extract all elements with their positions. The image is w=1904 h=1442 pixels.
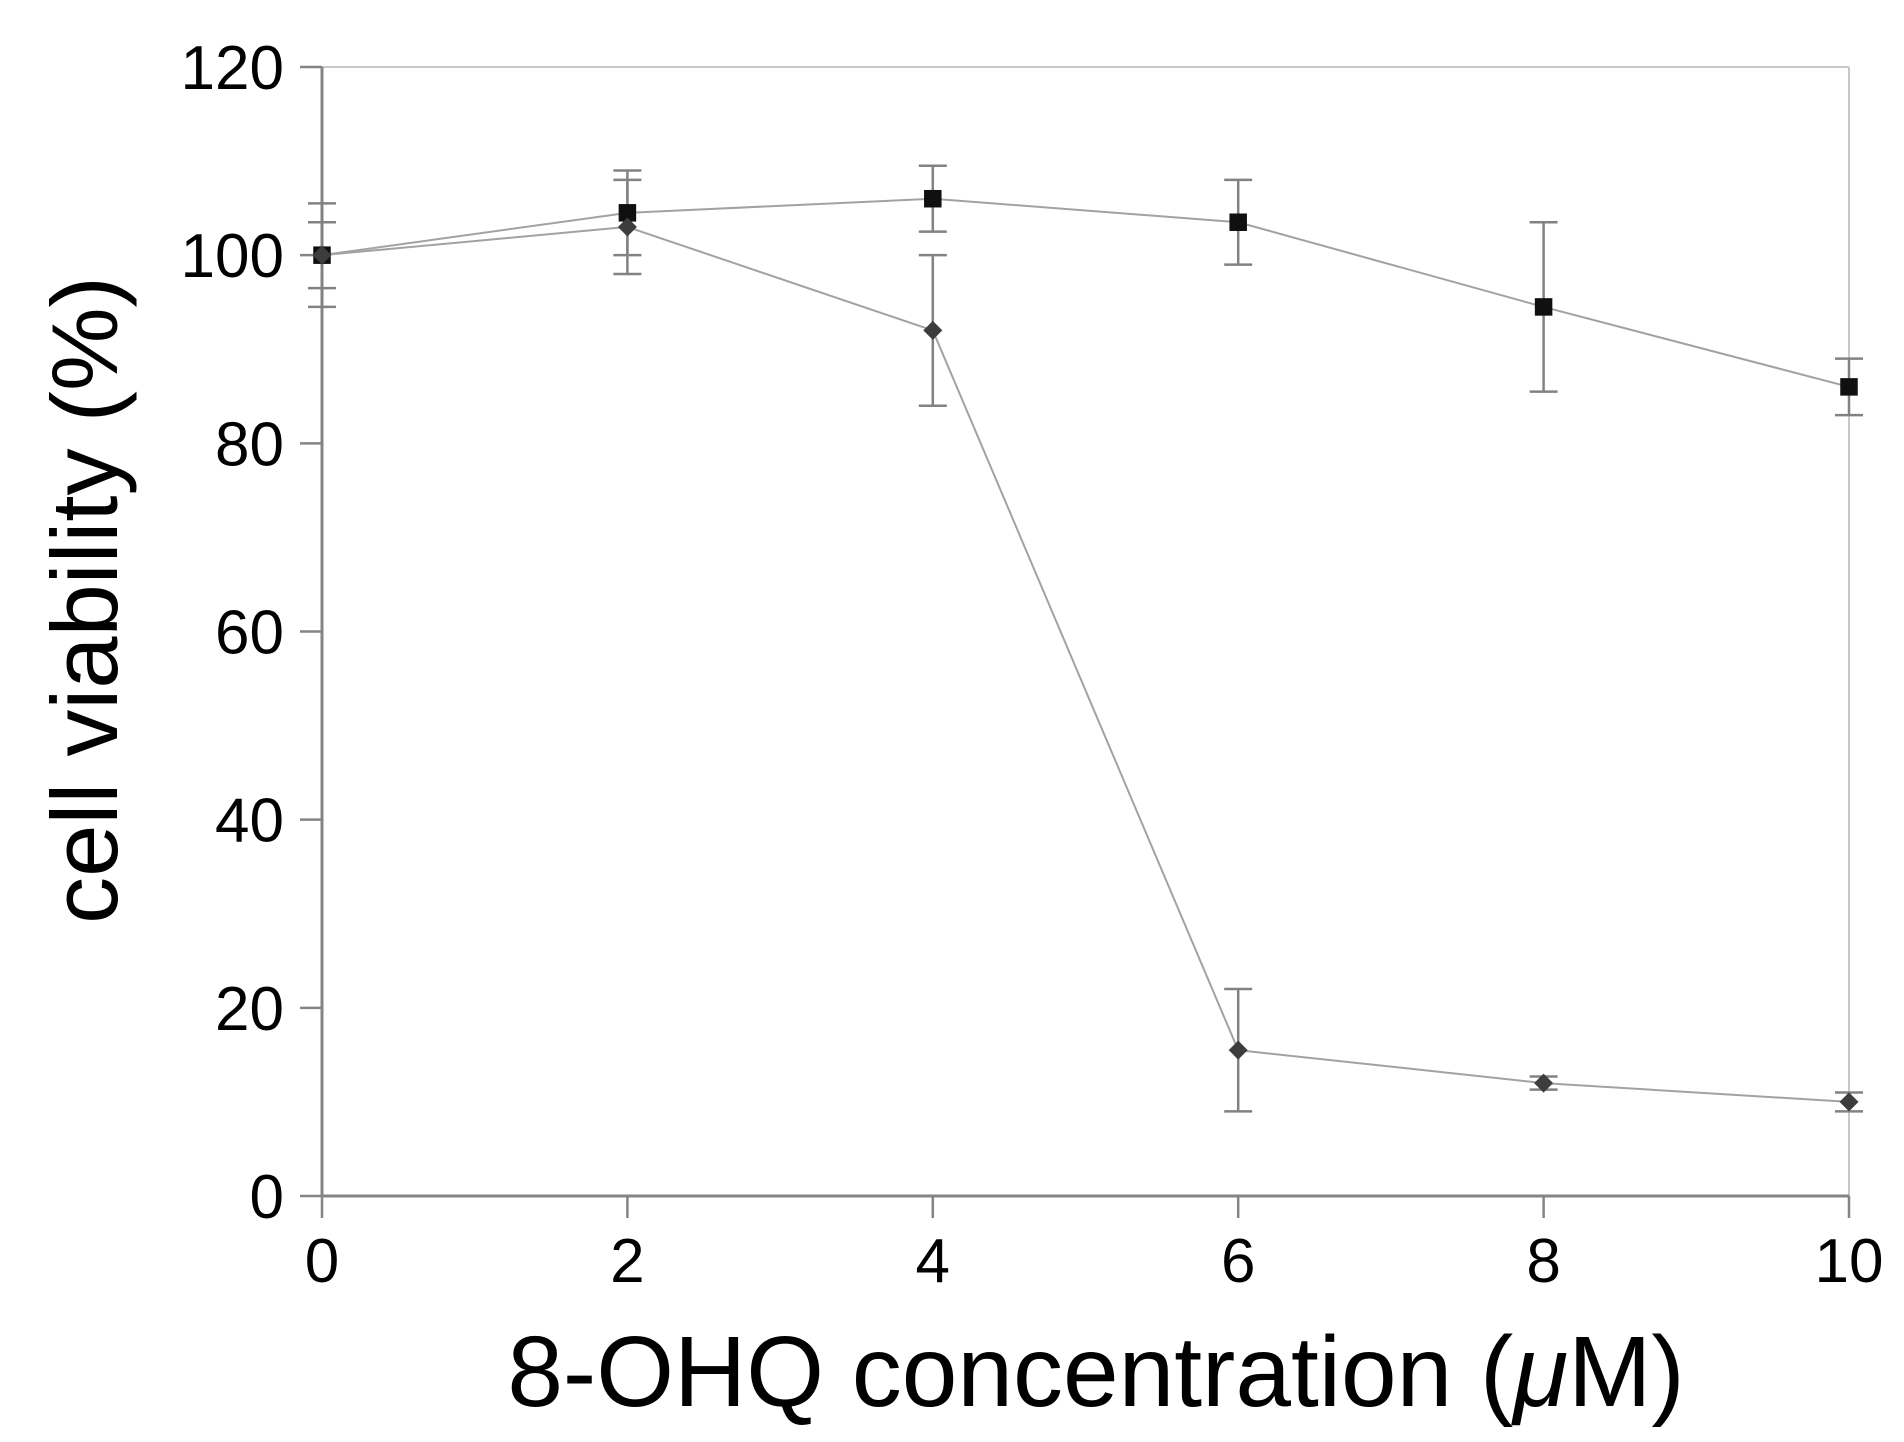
data-point-square bbox=[618, 204, 637, 222]
x-axis-title-suffix: M) bbox=[1568, 1316, 1685, 1428]
x-tick-label: 6 bbox=[1221, 1227, 1255, 1296]
data-point-square bbox=[1534, 298, 1553, 316]
data-point-diamond bbox=[923, 320, 943, 340]
x-axis-title: 8-OHQ concentration (μM) bbox=[507, 1322, 1684, 1422]
x-tick-label: 4 bbox=[916, 1227, 950, 1296]
y-tick-label: 0 bbox=[250, 1163, 284, 1232]
y-tick-label: 100 bbox=[181, 222, 284, 291]
squares-series-line bbox=[321, 197, 1850, 388]
data-point-square bbox=[1229, 213, 1247, 231]
y-tick-label: 40 bbox=[215, 787, 284, 856]
data-point-diamond bbox=[617, 217, 637, 237]
y-tick-label: 120 bbox=[181, 34, 284, 103]
x-axis-title-prefix: 8-OHQ concentration ( bbox=[507, 1316, 1514, 1428]
x-tick-label: 8 bbox=[1526, 1227, 1560, 1296]
y-axis-title: cell viability (%) bbox=[32, 276, 137, 924]
data-point-diamond bbox=[1228, 1040, 1248, 1060]
y-tick-label: 20 bbox=[215, 975, 284, 1044]
y-tick-label: 80 bbox=[215, 410, 284, 479]
y-tick-label: 60 bbox=[215, 599, 284, 668]
mu-symbol: μ bbox=[1513, 1316, 1569, 1428]
data-point-diamond bbox=[1839, 1092, 1859, 1112]
data-point-square bbox=[924, 189, 942, 208]
data-point-square bbox=[1840, 378, 1858, 396]
diamonds-series-line bbox=[321, 225, 1850, 1103]
x-tick-label: 10 bbox=[1815, 1227, 1884, 1296]
data-point-diamond bbox=[312, 245, 332, 265]
x-tick-label: 0 bbox=[305, 1227, 339, 1296]
x-tick-label: 2 bbox=[610, 1227, 644, 1296]
data-point-diamond bbox=[1534, 1073, 1554, 1093]
